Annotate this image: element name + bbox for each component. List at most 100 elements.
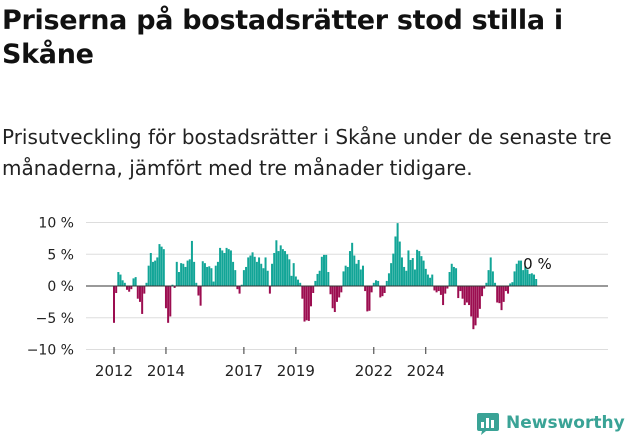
- bar: [346, 266, 349, 286]
- bar: [208, 266, 211, 286]
- x-tick-label: 2012: [95, 362, 133, 380]
- bar: [214, 265, 217, 286]
- bar: [366, 286, 369, 312]
- bar: [240, 284, 243, 286]
- bar: [530, 273, 533, 286]
- bar: [151, 261, 154, 286]
- bar: [182, 263, 185, 286]
- bar: [394, 236, 397, 286]
- bar: [232, 261, 235, 286]
- bar: [500, 286, 503, 311]
- last-value-label: 0 %: [523, 255, 552, 273]
- bar: [318, 270, 321, 286]
- bar: [266, 270, 269, 286]
- bar: [502, 286, 505, 302]
- bar: [396, 223, 399, 286]
- bar: [138, 286, 141, 302]
- bar: [385, 280, 388, 286]
- bar: [164, 286, 167, 309]
- bar: [175, 261, 178, 286]
- bar: [435, 286, 438, 293]
- bar: [121, 280, 124, 286]
- bar: [357, 259, 360, 286]
- bar: [117, 272, 120, 286]
- bar: [398, 241, 401, 286]
- bar: [145, 282, 148, 286]
- bar: [314, 280, 317, 286]
- bar: [416, 249, 419, 287]
- bar: [297, 279, 300, 286]
- bar: [426, 274, 429, 286]
- bar: [522, 270, 525, 287]
- x-tick-label: 2017: [225, 362, 263, 380]
- bar: [472, 286, 475, 330]
- newsworthy-brand[interactable]: Newsworthy: [476, 409, 625, 437]
- bar: [113, 286, 115, 323]
- bar: [407, 250, 410, 286]
- bar: [431, 274, 434, 286]
- bar: [444, 286, 447, 294]
- bar: [154, 260, 157, 286]
- bar: [494, 282, 497, 286]
- bar: [450, 263, 453, 286]
- bar: [390, 263, 393, 286]
- bar: [533, 274, 536, 286]
- bar: [478, 286, 481, 309]
- bar: [403, 266, 406, 286]
- bar: [422, 260, 425, 286]
- bar: [128, 286, 131, 292]
- bar: [355, 263, 358, 286]
- bar: [216, 261, 219, 286]
- bar: [481, 286, 484, 297]
- bar: [294, 276, 297, 286]
- bar: [409, 259, 412, 286]
- bar: [487, 270, 490, 287]
- bar: [333, 286, 336, 313]
- bar-chart-logo-icon: [477, 413, 499, 435]
- bar: [147, 265, 150, 286]
- bar: [331, 286, 334, 309]
- bar: [201, 261, 204, 286]
- bar: [234, 270, 237, 287]
- bar: [212, 281, 215, 286]
- bar: [511, 282, 514, 286]
- chart-subtitle: Prisutveckling för bostadsrätter i Skåne…: [2, 125, 612, 180]
- bar: [474, 286, 477, 326]
- bar: [433, 286, 436, 291]
- bar: [299, 282, 302, 286]
- bar: [485, 282, 488, 286]
- bar: [186, 260, 189, 286]
- bar: [515, 263, 518, 286]
- bar: [158, 244, 161, 286]
- bar: [264, 257, 267, 286]
- bar: [210, 268, 213, 286]
- bar: [249, 255, 252, 286]
- bar: [340, 286, 343, 293]
- bar: [123, 282, 126, 286]
- bar: [528, 273, 531, 286]
- bar: [253, 256, 256, 286]
- bar: [130, 286, 133, 290]
- bar: [279, 245, 282, 286]
- bar: [307, 286, 310, 321]
- bar: [411, 258, 414, 286]
- bar: [143, 286, 146, 294]
- bar: [245, 266, 248, 286]
- bar: [325, 254, 328, 286]
- bar: [227, 249, 230, 286]
- bar: [535, 279, 538, 286]
- bar: [236, 286, 239, 290]
- bar: [286, 254, 289, 286]
- y-tick-label: 10 %: [38, 216, 74, 232]
- bar: [461, 286, 464, 299]
- bar: [351, 242, 354, 286]
- bar: [156, 257, 159, 286]
- bar: [169, 286, 172, 317]
- bar: [457, 286, 460, 299]
- bar: [392, 253, 395, 286]
- bar: [489, 257, 492, 286]
- bar: [273, 252, 276, 286]
- bar: [260, 263, 263, 286]
- bar: [364, 286, 367, 292]
- bar: [184, 266, 187, 286]
